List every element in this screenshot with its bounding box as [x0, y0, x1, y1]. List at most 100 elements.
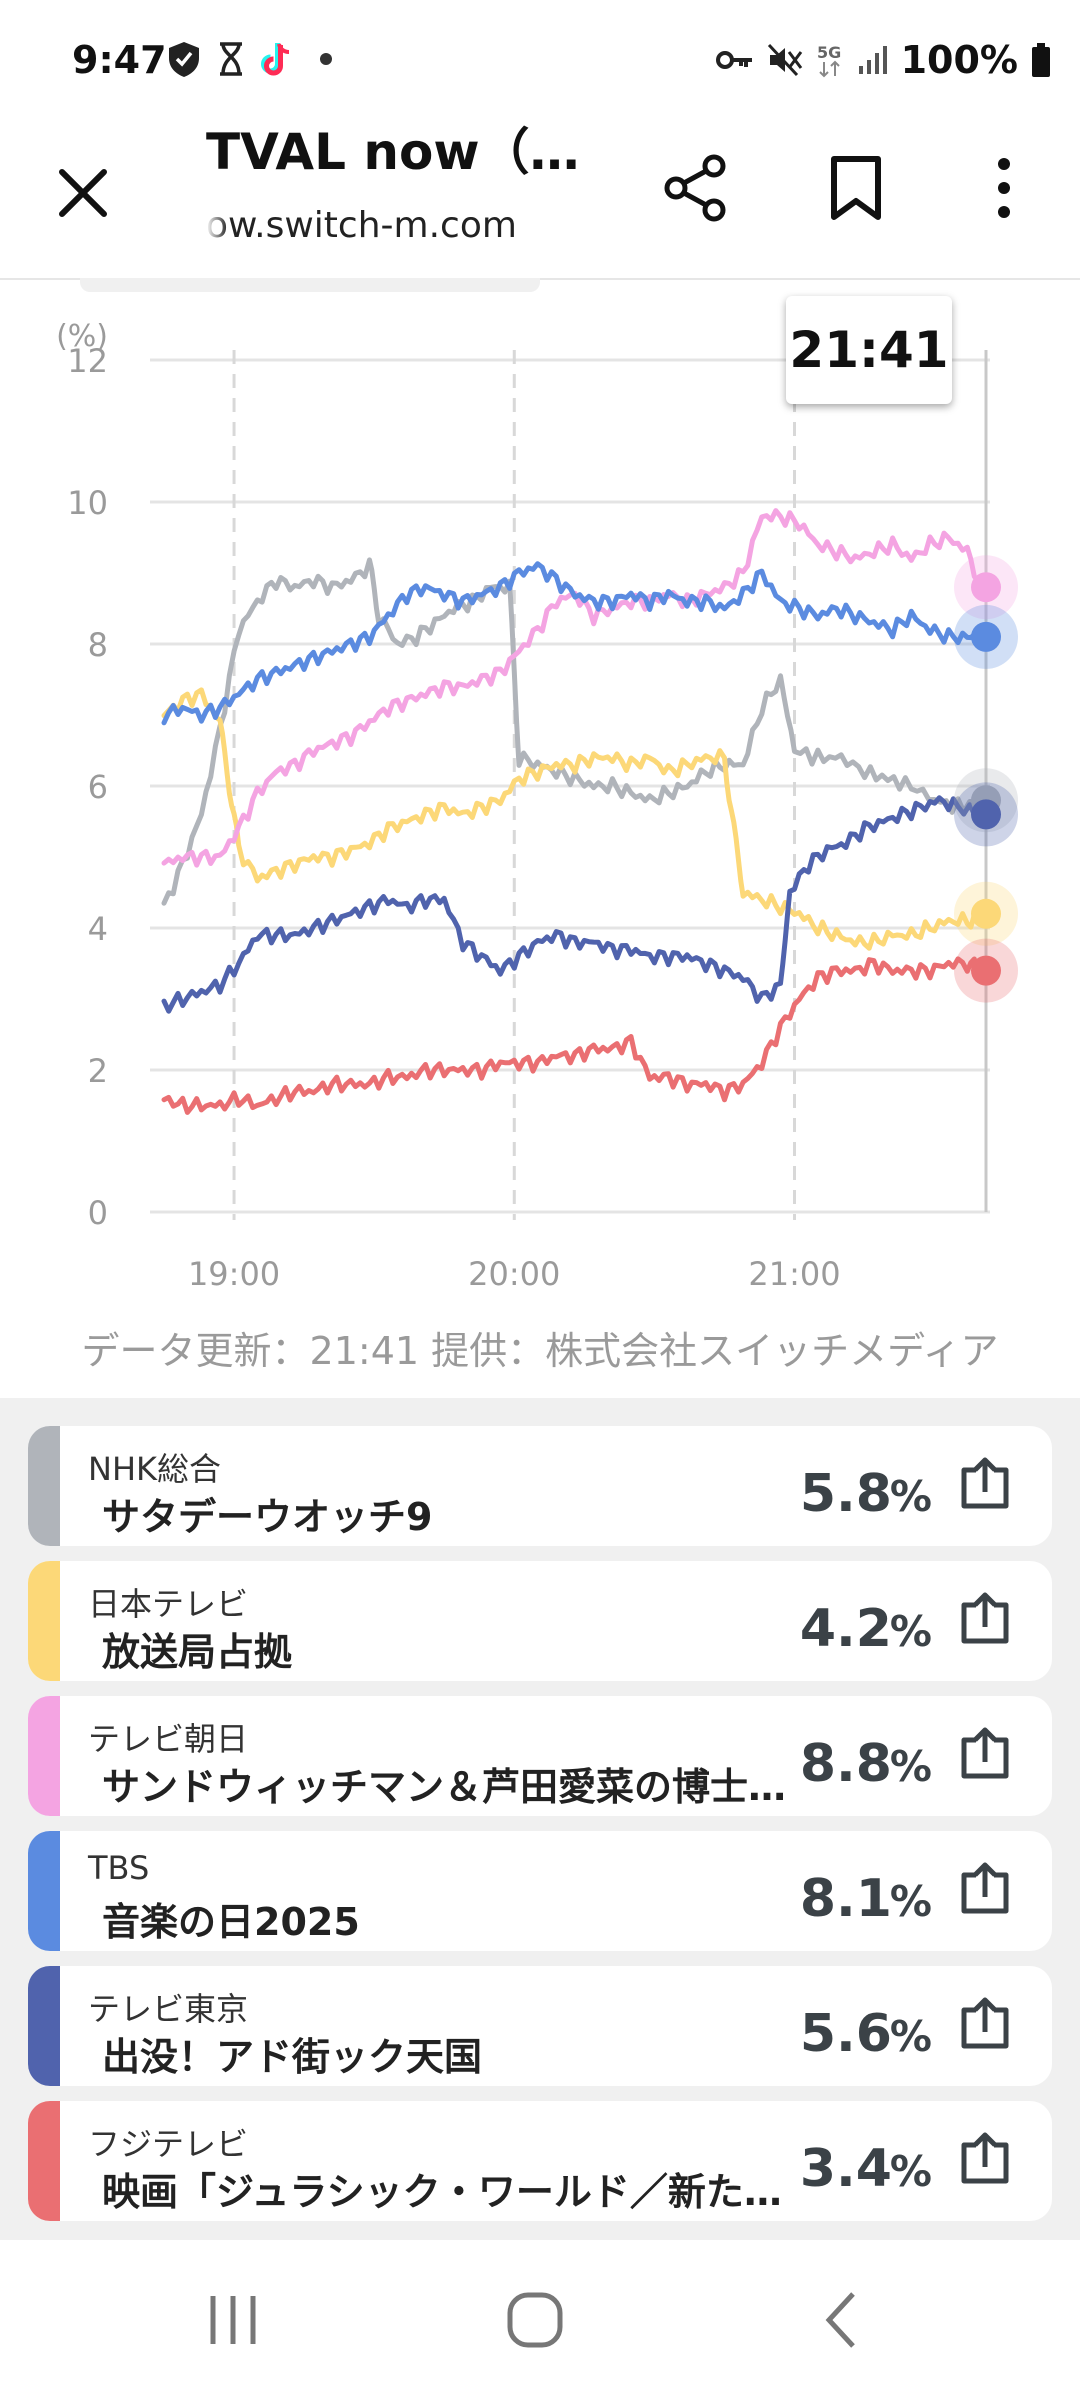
series-end-point — [971, 572, 1001, 603]
rating-unit: % — [889, 1877, 932, 1926]
tiktok-icon — [260, 40, 294, 78]
share-upload-icon — [961, 1457, 1009, 1509]
rating-value: 8.8 — [799, 1734, 892, 1794]
rating-value: 8.1 — [799, 1869, 892, 1929]
recents-button[interactable] — [188, 2280, 278, 2360]
url-fade — [206, 204, 228, 248]
series-line — [161, 795, 984, 1014]
channel-card[interactable]: テレビ朝日サンドウィッチマン＆芦田愛菜の博士ちゃん 8.8% — [28, 1696, 1052, 1816]
back-button[interactable] — [796, 2280, 886, 2360]
mute-icon — [767, 43, 803, 77]
status-left-icons — [166, 40, 338, 78]
channel-name: テレビ朝日 — [88, 1720, 249, 1758]
x-tick-label: 19:00 — [188, 1255, 280, 1293]
share-rating-button[interactable] — [954, 1454, 1016, 1516]
rating-value: 5.8 — [799, 1464, 892, 1524]
series-line — [161, 956, 984, 1115]
channel-color-stripe — [28, 1426, 60, 1546]
channel-name: テレビ東京 — [88, 1990, 249, 2028]
channel-name: NHK総合 — [88, 1450, 221, 1488]
status-time: 9:47 — [72, 38, 167, 82]
key-icon — [715, 45, 755, 75]
channel-card[interactable]: TBS 音楽の日2025 8.1% — [28, 1831, 1052, 1951]
series-line — [161, 687, 984, 951]
share-rating-button[interactable] — [954, 1724, 1016, 1786]
channel-color-stripe — [28, 1966, 60, 2086]
rating-unit: % — [889, 1607, 932, 1656]
series-end-point — [971, 955, 1001, 986]
status-bar: 9:47 5G 100% — [0, 0, 1080, 120]
rating-unit: % — [889, 1742, 932, 1791]
channel-color-stripe — [28, 1561, 60, 1681]
hourglass-icon — [216, 41, 246, 77]
channel-card[interactable]: 日本テレビ放送局占拠 4.2% — [28, 1561, 1052, 1681]
status-right-icons: 5G 100% — [715, 38, 1052, 82]
y-tick-label: 6 — [88, 768, 108, 806]
y-tick-label: 0 — [88, 1194, 108, 1232]
signal-icon — [857, 44, 889, 76]
series-end-point — [971, 898, 1001, 929]
data-credit: データ更新：21:41 提供：株式会社スイッチメディア — [81, 1329, 999, 1373]
share-upload-icon — [961, 1997, 1009, 2049]
program-title: 音楽の日2025 — [102, 1900, 360, 1944]
share-upload-icon — [961, 2132, 1009, 2184]
close-button[interactable] — [48, 158, 118, 228]
series-end-point — [971, 621, 1001, 652]
share-upload-icon — [961, 1862, 1009, 1914]
rating-value: 4.2 — [799, 1599, 892, 1659]
channel-name: 日本テレビ — [88, 1585, 249, 1623]
share-rating-button[interactable] — [954, 1994, 1016, 2056]
rating-unit: % — [889, 2147, 932, 2196]
x-tick-label: 20:00 — [468, 1255, 560, 1293]
channel-name: TBS — [88, 1849, 150, 1887]
rating-unit: % — [889, 2012, 932, 2061]
series-end-point — [971, 799, 1001, 830]
rating-unit: % — [889, 1472, 932, 1521]
y-tick-label: 8 — [88, 626, 108, 664]
tab-selector-stub — [80, 278, 540, 292]
page-title: TVAL now（テ… — [206, 123, 606, 181]
channel-name: フジテレビ — [88, 2125, 249, 2163]
program-title: サタデーウオッチ9 — [102, 1495, 433, 1539]
channel-color-stripe — [28, 2101, 60, 2221]
channel-list: NHK総合 サタデーウオッチ9 5.8% 日本テレビ 放送局占拠 4.2% テレビ朝日 サンド… — [0, 1398, 1080, 2240]
channel-card[interactable]: テレビ東京 出没！アド街ック天国 5.6% — [28, 1966, 1052, 2086]
y-tick-label: 2 — [88, 1052, 108, 1090]
svg-text:5G: 5G — [817, 43, 841, 62]
viewer-rating-chart: 0 2 4 6 8 10 12 (%) 19:00 20:00 21:00 21:41 — [0, 290, 1080, 1320]
share-rating-button[interactable] — [954, 1589, 1016, 1651]
home-button[interactable] — [490, 2280, 580, 2360]
channel-color-stripe — [28, 1831, 60, 1951]
close-icon — [59, 169, 107, 217]
share-upload-icon — [961, 1592, 1009, 1644]
x-tick-label: 21:00 — [748, 1255, 840, 1293]
channel-card[interactable]: NHK総合サタデーウオッチ9 5.8% — [28, 1426, 1052, 1546]
rating-value: 5.6 — [799, 2004, 892, 2064]
page-url: ow.switch-m.com — [206, 205, 517, 246]
share-icon — [664, 154, 726, 222]
dot-icon — [308, 44, 338, 74]
more-vert-icon — [998, 158, 1010, 218]
share-upload-icon — [961, 1727, 1009, 1779]
y-tick-label: 4 — [88, 910, 108, 948]
home-icon — [507, 2292, 563, 2348]
rating-value: 3.4 — [799, 2139, 892, 2199]
5g-icon: 5G — [815, 42, 845, 78]
battery-percent: 100% — [900, 38, 1018, 82]
share-button[interactable] — [660, 148, 732, 228]
shield-icon — [166, 40, 202, 78]
line-chart-svg: 0 2 4 6 8 10 12(%) 19:00 20:00 21:00 — [56, 319, 1018, 1293]
share-rating-button[interactable] — [954, 1859, 1016, 1921]
browser-app-bar: TVAL now（テ… ow.switch-m.com — [0, 120, 1080, 280]
share-rating-button[interactable] — [954, 2129, 1016, 2191]
program-title: 放送局占拠 — [102, 1630, 293, 1674]
series-line — [161, 508, 984, 868]
program-title: 映画「ジュラシック・ワールド／新たなる支配者」 — [102, 2170, 818, 2214]
recents-icon — [210, 2296, 256, 2344]
more-options-button[interactable] — [968, 148, 1040, 228]
program-title: サンドウィッチマン＆芦田愛菜の博士ちゃん — [102, 1765, 818, 1809]
bookmark-icon — [831, 156, 881, 220]
y-tick-label: 12 — [67, 342, 108, 380]
bookmark-button[interactable] — [820, 148, 892, 228]
